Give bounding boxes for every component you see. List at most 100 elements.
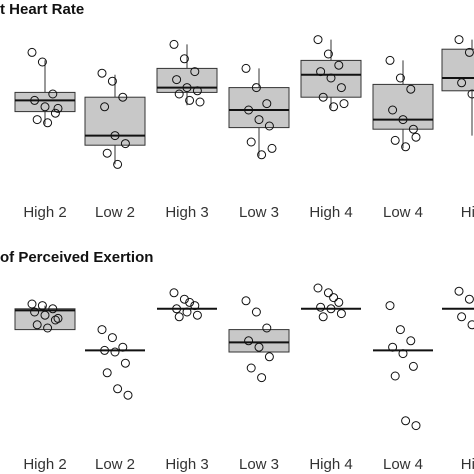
point	[102, 368, 112, 378]
point	[53, 103, 63, 113]
point	[401, 142, 411, 152]
point	[251, 83, 261, 93]
point	[110, 347, 120, 357]
point	[241, 296, 251, 306]
x-tick-label: High 3	[165, 456, 208, 473]
point	[329, 293, 339, 303]
point	[334, 60, 344, 70]
point	[454, 286, 464, 296]
point	[262, 323, 272, 333]
point	[43, 323, 53, 333]
point	[30, 95, 40, 105]
x-tick-label: High 4	[309, 204, 352, 221]
point	[50, 108, 60, 118]
point	[50, 315, 60, 325]
point	[244, 105, 254, 115]
point	[48, 304, 58, 314]
point	[254, 115, 264, 125]
x-tick-label: Low 2	[95, 204, 135, 221]
point	[169, 288, 179, 298]
point	[32, 115, 42, 125]
point	[334, 297, 344, 307]
point	[313, 35, 323, 45]
point	[316, 302, 326, 312]
x-tick-label: High 4	[309, 456, 352, 473]
point	[169, 39, 179, 49]
point	[313, 283, 323, 293]
point	[246, 137, 256, 147]
point	[318, 312, 328, 322]
panel-title: t Heart Rate	[0, 1, 84, 18]
point	[179, 54, 189, 64]
point	[182, 307, 192, 317]
point	[464, 47, 474, 57]
point	[336, 83, 346, 93]
point	[264, 121, 274, 131]
point	[172, 75, 182, 85]
x-tick-label: Low 2	[95, 456, 135, 473]
point	[100, 345, 110, 355]
point	[401, 416, 411, 426]
point	[406, 84, 416, 94]
point	[388, 105, 398, 115]
point	[318, 92, 328, 102]
point	[257, 150, 267, 160]
box	[84, 96, 146, 146]
point	[40, 102, 50, 112]
point	[464, 294, 474, 304]
point	[406, 336, 416, 346]
point	[411, 132, 421, 142]
x-tick-label: Low 3	[239, 456, 279, 473]
point	[120, 139, 130, 149]
box	[228, 329, 290, 353]
point	[32, 320, 42, 330]
point	[27, 299, 37, 309]
point	[390, 371, 400, 381]
point	[195, 97, 205, 107]
point	[336, 309, 346, 319]
point	[388, 342, 398, 352]
point	[190, 67, 200, 77]
point	[454, 35, 464, 45]
x-tick-label: High 3	[165, 204, 208, 221]
point	[395, 73, 405, 83]
x-tick-label: Low 4	[383, 204, 423, 221]
point	[48, 89, 58, 99]
point	[323, 49, 333, 59]
point	[395, 325, 405, 335]
point	[385, 301, 395, 311]
point	[40, 310, 50, 320]
point	[102, 148, 112, 158]
point	[174, 312, 184, 322]
point	[411, 421, 421, 431]
point	[185, 95, 195, 105]
point	[185, 297, 195, 307]
point	[398, 349, 408, 359]
point	[53, 313, 63, 323]
point	[120, 358, 130, 368]
point	[97, 68, 107, 78]
point	[190, 301, 200, 311]
point	[172, 304, 182, 314]
point	[113, 384, 123, 394]
point	[37, 57, 47, 67]
point	[192, 86, 202, 96]
x-tick-label: High 2	[23, 456, 66, 473]
point	[339, 99, 349, 109]
point	[244, 336, 254, 346]
point	[30, 307, 40, 317]
x-tick-label: Hig	[461, 204, 474, 221]
point	[262, 99, 272, 109]
point	[457, 312, 467, 322]
point	[323, 288, 333, 298]
point	[316, 67, 326, 77]
point	[182, 83, 192, 93]
point	[408, 124, 418, 134]
box	[300, 59, 362, 98]
point	[326, 73, 336, 83]
point	[467, 89, 474, 99]
point	[408, 361, 418, 371]
point	[37, 301, 47, 311]
point	[174, 89, 184, 99]
